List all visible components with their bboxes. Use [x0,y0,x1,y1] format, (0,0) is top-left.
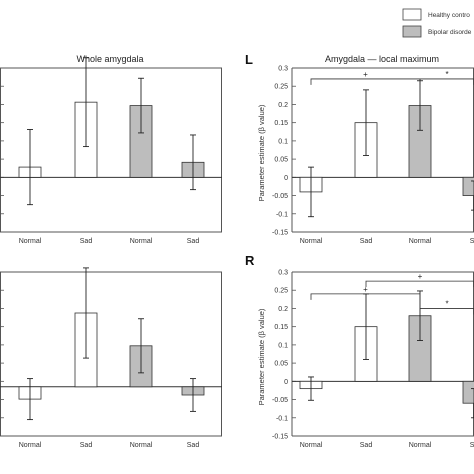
bar-sa-bipolar [462,176,474,196]
chart-bottom-right: -0.15 -0.1 -0.05 0 0.05 0.1 0.15 0.2 0.25 0.3 Norm… [272,270,474,449]
x-category-label: Sad [80,238,93,245]
panel-title-amygdala-local-maximum: Amygdala — local maximum [325,54,439,64]
y-tick-label: 0.2 [278,306,288,313]
significance-bracket [310,78,421,85]
y-tick-label: -0.05 [272,397,288,404]
x-category-label: Sa [470,442,474,449]
x-category-label: Sa [470,238,474,245]
plots: Normal Sad Normal Sad -0.15 -0.1 -0.05 0 0.05 0.1… [0,57,474,449]
x-category-label: Normal [300,442,323,449]
significance-bracket [419,78,474,85]
x-category-label: Normal [409,238,432,245]
significance-bracket [419,308,474,315]
x-category-label: Normal [409,442,432,449]
legend: Healthy contro Bipolar disorde [402,8,472,38]
x-category-label: Normal [19,442,42,449]
y-tick-label: -0.15 [272,230,288,237]
x-category-label: Sad [187,238,200,245]
panel-title-whole-amygdala: Whole amygdala [76,54,143,64]
legend-swatch-healthy [402,8,422,21]
x-category-label: Normal [300,238,323,245]
bar-sa-bipolar [462,380,474,404]
y-tick-label: 0.3 [278,270,288,277]
panel-label-L: L [245,52,253,67]
y-tick-label: 0.3 [278,66,288,73]
y-tick-label: 0.1 [278,138,288,145]
significance-marker: * [445,299,448,308]
x-category-label: Normal [130,238,153,245]
chart-top-left: Normal Sad Normal Sad [0,57,222,245]
chart-bottom-left: Normal Sad Normal Sad [0,267,222,449]
x-category-label: Normal [19,238,42,245]
y-tick-label: -0.15 [272,434,288,441]
x-category-label: Sad [187,442,200,449]
y-tick-label: -0.05 [272,193,288,200]
y-tick-label: 0.2 [278,102,288,109]
significance-marker: * [445,70,448,79]
significance-marker: + [418,272,423,281]
legend-label-bipolar: Bipolar disorde [428,29,472,36]
y-tick-label: 0.15 [274,120,288,127]
legend-label-healthy: Healthy contro [428,12,470,19]
significance-marker: + [363,285,368,294]
legend-swatch-bipolar [402,25,422,38]
y-tick-label: 0 [284,379,288,386]
y-tick-label: -0.1 [276,415,288,422]
y-axis-label-top-right: Parameter estimate (β value) [257,104,266,201]
x-category-label: Sad [80,442,93,449]
y-tick-label: 0.15 [274,324,288,331]
significance-bracket [310,293,421,300]
y-tick-label: 0.25 [274,84,288,91]
y-tick-label: 0.05 [274,157,288,164]
significance-bracket [365,280,474,288]
y-tick-label: 0 [284,175,288,182]
chart-top-right: -0.15 -0.1 -0.05 0 0.05 0.1 0.15 0.2 0.25 0.3 Norm… [272,66,474,245]
y-tick-label: 0.05 [274,361,288,368]
x-category-label: Sad [360,442,373,449]
significance-marker: + [363,70,368,79]
y-tick-label: 0.1 [278,342,288,349]
y-tick-label: -0.1 [276,211,288,218]
x-category-label: Sad [360,238,373,245]
panel-label-R: R [245,253,255,268]
x-category-label: Normal [130,442,153,449]
y-tick-label: 0.25 [274,288,288,295]
y-axis-label-bottom-right: Parameter estimate (β value) [257,308,266,405]
